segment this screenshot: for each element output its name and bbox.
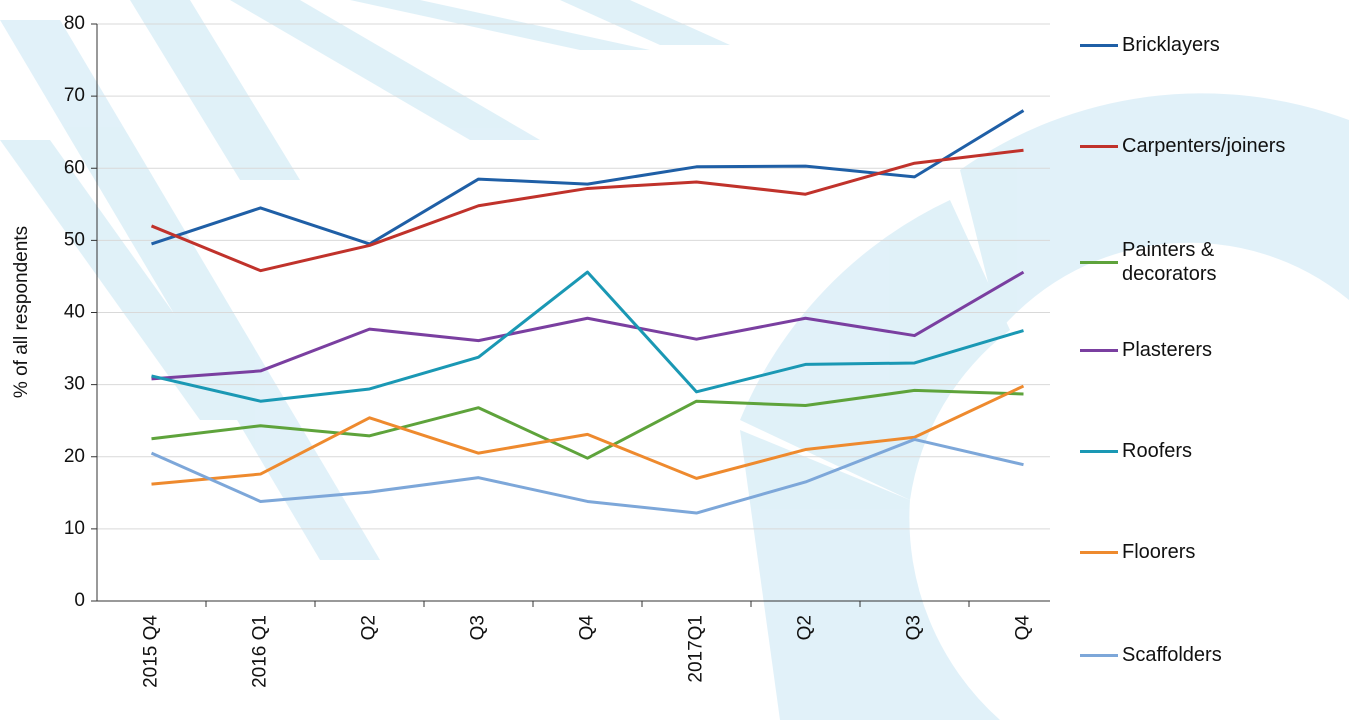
y-tick-label: 20 [64,446,85,467]
x-tick-label: Q3 [468,615,489,640]
x-tick-label: 2017Q1 [686,615,707,683]
y-tick-label: 30 [64,374,85,395]
legend-swatch [1080,653,1118,657]
legend-item: Roofers [1080,439,1340,463]
legend-item: Painters & decorators [1080,238,1340,286]
legend-swatch [1080,550,1118,554]
legend-swatch [1080,348,1118,352]
legend-swatch [1080,449,1118,453]
legend-item: Bricklayers [1080,33,1340,57]
y-axis-label: % of all respondents [11,226,32,398]
y-tick-label: 80 [64,13,85,34]
legend-swatch [1080,144,1118,148]
y-tick-label: 0 [74,590,85,611]
x-tick-label: Q2 [359,615,380,640]
x-tick-label: Q4 [1013,615,1034,641]
series-line [150,148,1024,273]
legend-label: Bricklayers [1122,34,1220,56]
legend-label: Scaffolders [1122,644,1222,666]
y-tick-label: 50 [64,229,85,250]
legend-item: Scaffolders [1080,643,1340,667]
y-tick-label: 70 [64,85,85,106]
x-tick-label: 2015 Q4 [141,615,162,688]
series-line [150,437,1024,515]
y-tick-label: 40 [64,302,85,323]
x-tick-label: Q4 [577,615,598,641]
y-tick-label: 10 [64,518,85,539]
legend-swatch [1080,43,1118,47]
legend-item: Plasterers [1080,338,1340,362]
series-line [151,270,1024,403]
legend-label: Painters & decorators [1122,239,1217,285]
legend-item: Carpenters/joiners [1080,134,1340,158]
x-tick-label: Q3 [904,615,925,640]
series-line [151,388,1024,460]
legend-label: Floorers [1122,541,1196,563]
legend-label: Plasterers [1122,339,1213,361]
y-tick-label: 60 [64,157,85,178]
legend-item: Floorers [1080,540,1340,564]
series-line [151,384,1025,486]
legend-swatch [1080,260,1118,264]
legend-label: Roofers [1122,440,1193,462]
x-tick-label: 2016 Q1 [250,615,271,688]
series-line [151,270,1025,381]
x-tick-label: Q2 [795,615,816,640]
legend-label: Carpenters/joiners [1122,135,1286,157]
